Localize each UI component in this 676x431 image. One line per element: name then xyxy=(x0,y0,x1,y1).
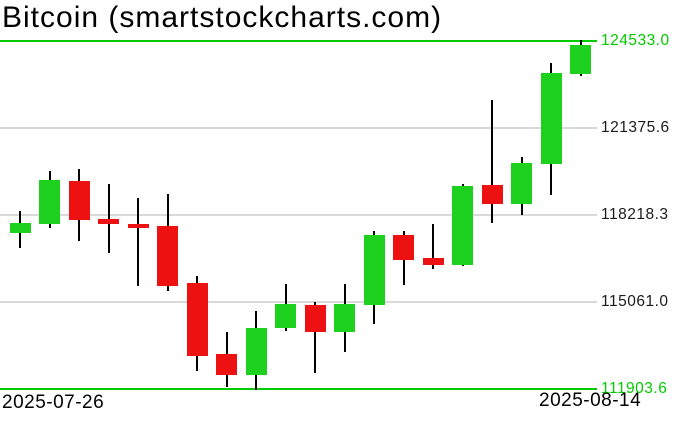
candle-body-down xyxy=(481,185,503,205)
gridline xyxy=(0,300,597,303)
candle-body-up xyxy=(9,222,31,233)
y-axis-label: 111903.6 xyxy=(601,380,668,397)
gridline xyxy=(0,214,597,216)
candle-wick xyxy=(314,302,316,374)
candle-wick xyxy=(432,223,434,269)
candle-body-down xyxy=(127,223,149,229)
candle-body-up xyxy=(363,234,385,305)
candle-body-up xyxy=(245,327,267,376)
candle-body-up xyxy=(540,72,562,165)
chart-title: Bitcoin (smartstockcharts.com) xyxy=(2,1,443,34)
candle-body-up xyxy=(570,44,591,74)
x-axis-label-end: 2025-08-14 xyxy=(539,390,642,411)
x-axis-label-start: 2025-07-26 xyxy=(2,392,105,413)
candle-wick xyxy=(107,184,110,253)
candle-body-down xyxy=(422,257,444,265)
candle-body-down xyxy=(304,304,326,332)
candle-body-down xyxy=(68,181,90,221)
candle-wick xyxy=(137,197,139,287)
candle-wick xyxy=(491,100,493,223)
candle-body-up xyxy=(511,162,532,204)
axis-border-line xyxy=(0,40,597,42)
y-axis-label: 121375.6 xyxy=(601,119,670,136)
candle-body-down xyxy=(186,283,208,356)
gridline xyxy=(0,127,597,129)
candle-body-up xyxy=(275,304,296,329)
y-axis-label: 115061.0 xyxy=(601,292,669,310)
candle-body-down xyxy=(157,226,178,286)
candle-body-up xyxy=(39,180,60,224)
candle-body-down xyxy=(98,219,119,225)
y-axis-label: 124533.0 xyxy=(601,32,670,49)
candle-body-down xyxy=(393,235,414,261)
y-axis-label: 118218.3 xyxy=(601,206,669,223)
candle-body-up xyxy=(452,186,473,265)
candle-body-down xyxy=(216,354,237,376)
axis-border-line xyxy=(0,388,597,390)
candle-body-up xyxy=(334,304,355,333)
